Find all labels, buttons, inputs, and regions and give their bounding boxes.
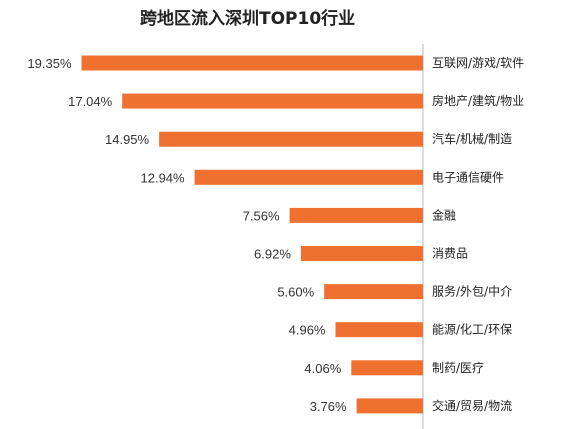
value-label-9: 4.06% [304, 361, 341, 376]
category-label-10: 交通/贸易/物流 [432, 398, 512, 413]
bar-6 [300, 246, 423, 261]
value-label-10: 3.76% [310, 399, 347, 414]
category-labels-group: 互联网/游戏/软件房地产/建筑/物业汽车/机械/制造电子通信硬件金融消费品服务/… [432, 56, 524, 413]
category-label-5: 金融 [432, 207, 456, 222]
value-label-2: 17.04% [68, 94, 113, 109]
value-label-8: 4.96% [289, 323, 326, 338]
bar-2 [122, 93, 423, 109]
category-label-7: 服务/外包/中介 [432, 284, 512, 299]
value-label-4: 12.94% [141, 170, 186, 185]
category-label-6: 消费品 [432, 247, 468, 261]
bar-3 [159, 131, 423, 147]
value-label-1: 19.35% [27, 56, 72, 71]
category-label-8: 能源/化工/环保 [432, 323, 512, 337]
bar-7 [324, 284, 423, 300]
bar-4 [194, 169, 423, 185]
value-labels-group: 19.35% 17.04% 14.95% 12.94% 7.56% 6.92% 5.60% 4… [27, 56, 347, 414]
category-label-4: 电子通信硬件 [432, 170, 504, 184]
bar-1 [81, 55, 423, 71]
chart-title: 跨地区流入深圳TOP10行业 [140, 9, 356, 29]
value-label-7: 5.60% [277, 285, 314, 300]
category-label-2: 房地产/建筑/物业 [432, 93, 524, 108]
bar-10 [356, 398, 423, 414]
bar-8 [335, 322, 423, 338]
value-label-5: 7.56% [243, 208, 280, 223]
value-label-6: 6.92% [254, 247, 291, 262]
bar-9 [351, 360, 423, 376]
category-label-1: 互联网/游戏/软件 [432, 56, 524, 70]
bars-group [81, 55, 423, 414]
value-label-3: 14.95% [105, 132, 150, 147]
bar-5 [289, 207, 423, 223]
category-label-3: 汽车/机械/制造 [432, 131, 512, 146]
category-label-9: 制药/医疗 [432, 361, 484, 375]
